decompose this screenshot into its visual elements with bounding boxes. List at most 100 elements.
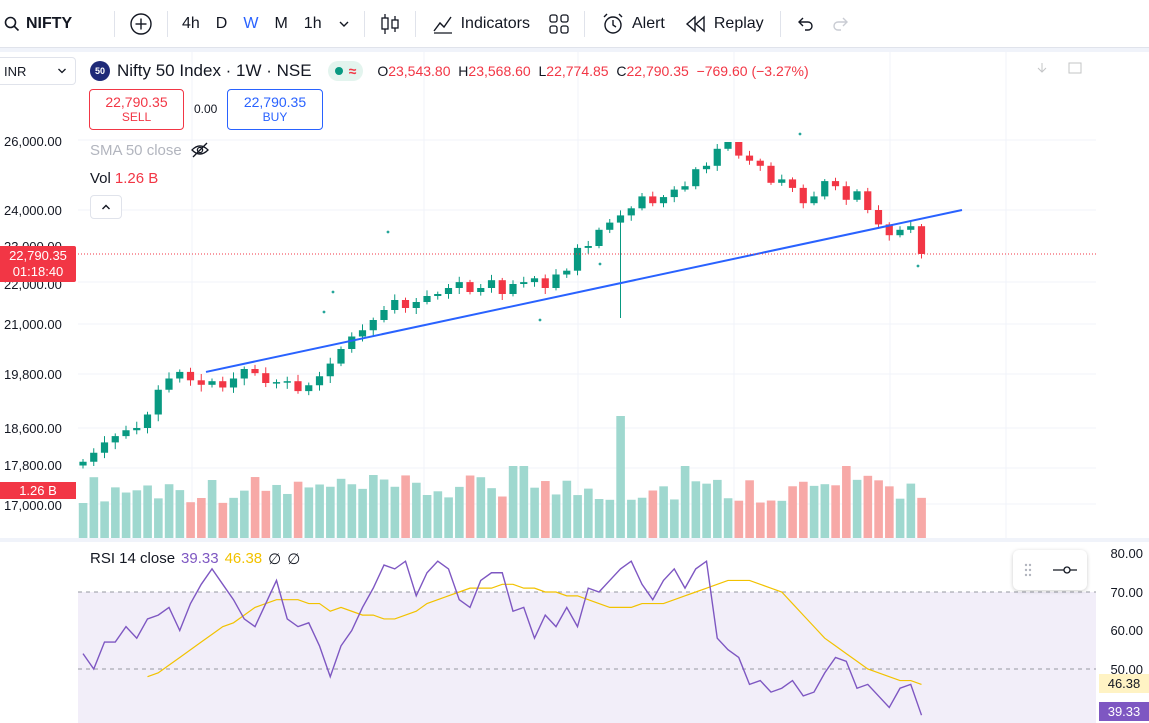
volume-bar [659, 486, 668, 538]
toolbar-divider [0, 48, 1149, 52]
candle-body [563, 270, 571, 275]
candle-body [401, 300, 410, 308]
market-status-pill[interactable]: ≈ [327, 61, 364, 81]
volume-bar [702, 483, 711, 538]
volume-bar [799, 481, 808, 538]
volume-bar [917, 497, 926, 538]
replay-button[interactable]: Replay [675, 7, 774, 41]
symbol-search[interactable]: NIFTY [0, 0, 108, 47]
volume-bar [648, 490, 658, 538]
rsi-legend[interactable]: RSI 14 close 39.33 46.38 ∅ ∅ [90, 550, 300, 568]
volume-bar [422, 495, 432, 538]
candle-body [724, 142, 732, 149]
volume-legend[interactable]: Vol 1.26 B [90, 170, 158, 187]
candle-body [638, 196, 646, 209]
sma-dot [331, 290, 335, 294]
candle-body [874, 210, 883, 225]
top-toolbar: NIFTY 4h D W M 1h Indicators Alert Repla… [0, 0, 1149, 48]
grid-icon [549, 13, 569, 34]
sma-dot [322, 310, 326, 314]
maximize-icon[interactable] [1068, 62, 1082, 74]
sell-label: SELL [121, 109, 152, 124]
candle-body [455, 282, 463, 288]
pane-separator[interactable] [0, 538, 1149, 542]
candle-body [272, 382, 281, 384]
volume-bar [154, 498, 163, 538]
volume-bar [390, 486, 400, 538]
candle-body [520, 282, 528, 284]
candle-body [606, 222, 614, 230]
volume-bar [240, 490, 249, 538]
volume-bar [261, 490, 271, 538]
price-axis-label: 18,600.00 [4, 421, 62, 436]
alert-button[interactable]: Alert [591, 7, 675, 41]
candle-body [649, 196, 657, 204]
eye-crossed-icon[interactable] [190, 141, 210, 159]
interval-w[interactable]: W [243, 14, 259, 32]
candle-body [487, 280, 496, 288]
buy-button[interactable]: 22,790.35 BUY [227, 89, 323, 130]
volume-bar [121, 492, 131, 538]
volume-bar [78, 503, 88, 538]
indicators-icon [433, 16, 452, 34]
drag-handle-icon[interactable] [1023, 562, 1033, 578]
chart-type-button[interactable] [371, 7, 409, 41]
sell-button[interactable]: 22,790.35 SELL [89, 89, 184, 130]
candle-body [917, 226, 926, 254]
volume-bar [111, 487, 120, 538]
candle-body [853, 191, 861, 200]
candle-body [466, 282, 474, 292]
candle-body [756, 160, 764, 166]
volume-bar [487, 488, 496, 538]
volume-bar [229, 497, 238, 538]
sma-label: SMA 50 close [90, 141, 182, 159]
candle-body [176, 371, 184, 379]
interval-d[interactable]: D [215, 14, 228, 32]
candle-body [79, 461, 87, 466]
layouts-button[interactable] [540, 7, 578, 41]
interval-m[interactable]: M [274, 14, 288, 32]
volume-bar [476, 477, 486, 538]
candle-body [552, 274, 560, 288]
volume-bar [541, 481, 550, 538]
volume-bar [197, 497, 206, 538]
collapse-legend-button[interactable] [90, 195, 122, 219]
candle-body [735, 142, 743, 156]
legend-title[interactable]: Nifty 50 Index · 1W · NSE [117, 61, 312, 80]
volume-tag: 1.26 B [0, 482, 76, 499]
volume-bar [573, 495, 582, 538]
interval-1h[interactable]: 1h [303, 14, 322, 32]
price-chart[interactable] [78, 52, 1098, 538]
candle-body [885, 224, 893, 236]
volume-bar [734, 500, 744, 538]
candle-body [778, 179, 786, 183]
candle-body [262, 373, 270, 383]
price-axis-label: 17,000.00 [4, 498, 62, 513]
rsi-chart[interactable] [78, 542, 1098, 723]
volume-bar [164, 484, 174, 538]
divider [114, 10, 115, 37]
candle-body [391, 300, 399, 310]
interval-dropdown[interactable] [330, 7, 358, 41]
candle-body [530, 278, 539, 283]
compare-button[interactable] [121, 7, 161, 41]
arrow-down-icon[interactable] [1036, 62, 1048, 74]
pane-settings-icon[interactable] [1052, 565, 1078, 575]
bar-countdown: 01:18:40 [12, 264, 64, 279]
currency-select[interactable]: INR [0, 57, 76, 85]
rsi-ma-line [147, 579, 922, 685]
indicators-button[interactable]: Indicators [422, 7, 540, 41]
sma-legend[interactable]: SMA 50 close [90, 141, 210, 159]
redo-button[interactable] [823, 7, 859, 41]
chevron-up-icon [102, 204, 110, 210]
candle-body [702, 165, 711, 170]
sma-dot [386, 230, 390, 234]
rsi-axis-label: 60.00 [1110, 623, 1143, 638]
volume-bar [766, 500, 776, 538]
rsi-axis-label: 50.00 [1110, 662, 1143, 677]
price-axis-label: 26,000.00 [4, 134, 62, 149]
undo-button[interactable] [787, 7, 823, 41]
interval-4h[interactable]: 4h [182, 14, 200, 32]
volume-bar [293, 481, 303, 538]
candle-body [208, 381, 216, 385]
